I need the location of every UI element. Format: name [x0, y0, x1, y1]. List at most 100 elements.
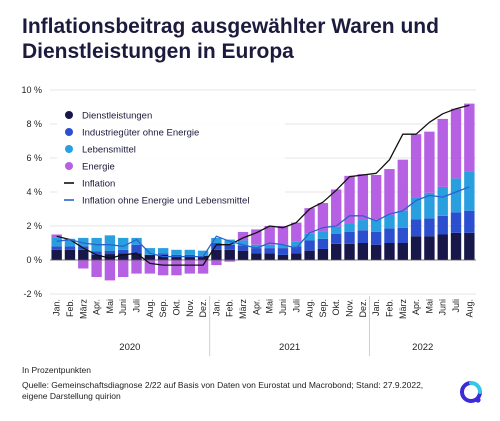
bar-segment	[197, 260, 209, 274]
bar-segment	[304, 240, 315, 251]
legend-label: Lebensmittel	[82, 145, 136, 156]
chart-title: Inflationsbeitrag ausgewählter Waren und…	[22, 15, 439, 63]
bar-segment	[171, 249, 182, 255]
bar-segment	[264, 253, 275, 260]
bar-segment	[437, 186, 448, 216]
bar-segment	[277, 254, 289, 260]
bar-segment	[317, 203, 329, 232]
bar-segment	[131, 244, 142, 254]
bar-segment	[317, 238, 329, 249]
legend-box	[57, 101, 285, 210]
x-tick-label: Aug.	[305, 299, 315, 318]
y-tick-label: 6 %	[26, 153, 42, 163]
bar-segment	[450, 178, 462, 213]
x-tick-label: Aug.	[464, 299, 474, 318]
bar-segment	[437, 118, 448, 187]
bar-segment	[251, 244, 262, 249]
y-tick-label: 10 %	[21, 85, 42, 95]
legend-label: Energie	[82, 162, 115, 173]
bar-segment	[357, 174, 369, 221]
x-axis: Jan. Feb. März Apr. Mai Juni Juli Aug. Sep. Okt. N…	[52, 296, 474, 356]
x-tick-label: Juli	[291, 299, 301, 313]
x-tick-label: Juli	[451, 299, 461, 313]
bar-segment	[357, 230, 369, 243]
bar-segment	[131, 260, 142, 274]
bar-segment	[64, 246, 76, 250]
bar-segment	[237, 245, 249, 251]
bar-segment	[357, 243, 369, 260]
bar-segment	[304, 208, 315, 234]
bar-segment	[157, 253, 169, 255]
x-tick-label: Okt.	[331, 299, 341, 316]
bar-segment	[304, 233, 315, 241]
y-tick-label: 8 %	[26, 119, 42, 129]
bar-segment	[384, 243, 395, 260]
x-tick-label: März	[238, 299, 248, 319]
bar-segment	[197, 250, 209, 256]
x-tick-label: Juni	[438, 299, 448, 316]
bar-segment	[384, 228, 395, 243]
bar-segment	[344, 223, 355, 232]
bar-segment	[331, 233, 342, 244]
bar-segment	[437, 234, 448, 260]
bar-segment	[51, 234, 62, 238]
legend-label: Dienstleistungen	[82, 111, 152, 122]
bar-segment	[464, 210, 475, 233]
x-tick-label: Mai	[424, 299, 434, 314]
y-tick-label: 0 %	[26, 255, 42, 265]
bar-segment	[370, 231, 382, 245]
x-tick-label: Feb.	[225, 299, 235, 317]
bar-segment	[237, 231, 249, 241]
bar-segment	[131, 237, 142, 245]
bar-segment	[184, 260, 195, 274]
bar-segment	[291, 253, 302, 260]
bar-segment	[104, 254, 116, 260]
legend-marker	[65, 162, 73, 170]
series-line	[56, 104, 470, 266]
bar-segment	[291, 241, 302, 247]
x-tick-label: Jan.	[371, 299, 381, 316]
bar-segment	[370, 219, 382, 232]
bar-segment	[317, 248, 329, 260]
legend-label: Inflation	[82, 179, 115, 190]
x-tick-label: Apr.	[251, 299, 261, 315]
bar-segment	[304, 250, 315, 260]
bar-segment	[264, 248, 275, 254]
bar-segment	[211, 243, 222, 250]
bar-segment	[384, 169, 395, 215]
bar-segment	[171, 254, 182, 257]
bar-segment	[51, 249, 62, 260]
x-tick-label: Juli	[132, 299, 142, 313]
bar-segment	[211, 237, 222, 243]
x-tick-label: März	[78, 299, 88, 319]
bar-segment	[184, 254, 195, 257]
bar-segment	[91, 254, 102, 260]
x-tick-label: Nov.	[185, 299, 195, 317]
bar-segment	[78, 237, 89, 247]
bar-segment	[237, 240, 249, 246]
bar-segment	[118, 260, 129, 277]
bar-segment	[78, 260, 89, 269]
bar-segment	[118, 237, 129, 250]
bar-segment	[424, 131, 435, 193]
bar-segment	[331, 189, 342, 227]
x-tick-label: Jan.	[52, 299, 62, 316]
bar-segment	[157, 260, 169, 276]
bar-segment	[277, 248, 289, 255]
bar-segment	[291, 246, 302, 254]
x-tick-label: Apr.	[92, 299, 102, 315]
bar-segment	[344, 175, 355, 224]
bar-segment	[104, 235, 116, 251]
bar-segment	[450, 108, 462, 179]
legend: Dienstleistungen Industriegüter ohne Ener…	[57, 101, 285, 210]
bar-segment	[251, 253, 262, 260]
unit-note: In Prozentpunkten	[22, 365, 91, 375]
bar-segment	[104, 250, 116, 255]
x-tick-label: Dez.	[358, 299, 368, 318]
bar-segment	[344, 231, 355, 244]
y-axis: -2 % 0 % 2 % 4 % 6 % 8 % 10 %	[21, 85, 42, 299]
quirion-logo-icon	[460, 381, 482, 403]
bar-segment	[224, 249, 235, 260]
x-tick-label: Mai	[265, 299, 275, 314]
